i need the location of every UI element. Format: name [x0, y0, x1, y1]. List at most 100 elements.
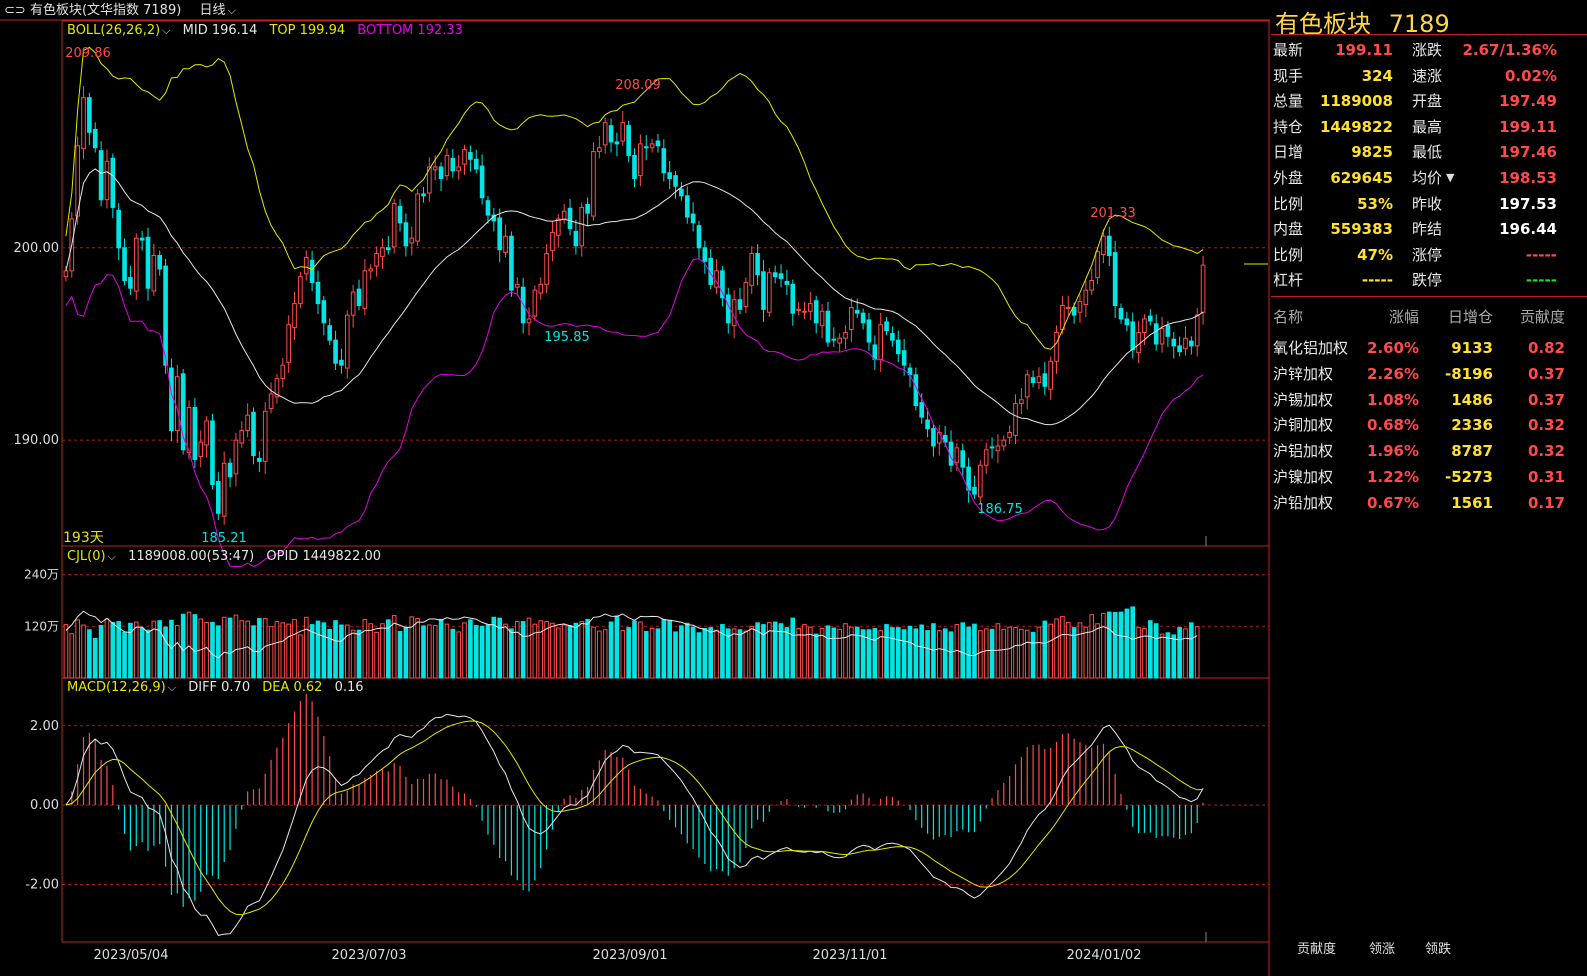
candle-body	[280, 364, 286, 380]
component-oi-change: 9133	[1451, 339, 1493, 357]
candle-body	[268, 393, 274, 409]
candle-body	[620, 122, 626, 142]
volume-bar	[796, 627, 801, 679]
component-row[interactable]: 沪镍加权 1.22% -5273 0.31	[1271, 465, 1587, 489]
volume-bar	[1071, 627, 1077, 679]
candle-body	[784, 280, 790, 285]
volume-bar	[808, 626, 813, 679]
candle-body	[802, 310, 807, 313]
quote-value: 53%	[1357, 194, 1393, 213]
component-row[interactable]: 氧化铝加权 2.60% 9133 0.82	[1271, 336, 1587, 360]
period-selector[interactable]: 日线 ⌵	[199, 3, 236, 18]
chevron-down-icon[interactable]: ⌵	[162, 24, 171, 37]
volume-bar	[450, 628, 456, 679]
component-row[interactable]: 沪铜加权 0.68% 2336 0.32	[1271, 413, 1587, 437]
chevron-down-icon[interactable]: ⌵	[107, 550, 116, 563]
candle-body	[163, 265, 168, 366]
candle-body	[257, 457, 262, 462]
candle-body	[1130, 321, 1136, 351]
volume-bar	[1101, 612, 1106, 679]
candle-body	[936, 431, 942, 444]
chevron-down-icon[interactable]: ⌵	[167, 681, 177, 694]
quote-label: 速涨	[1412, 66, 1443, 85]
extreme-annotation: 185.21	[201, 531, 247, 546]
candle-body	[661, 148, 667, 174]
quote-value: 197.46	[1499, 143, 1557, 162]
candle-body	[221, 462, 227, 517]
volume-bar	[1194, 626, 1200, 679]
volume-bar	[702, 627, 708, 679]
volume-bar	[462, 622, 467, 679]
volume-bar	[292, 618, 297, 679]
quote-row: 总量 1189008 开盘 197.49	[1271, 89, 1587, 113]
quote-label: 日增	[1273, 143, 1304, 162]
volume-bar	[509, 628, 514, 679]
component-name: 沪镍加权	[1273, 468, 1334, 486]
volume-bar	[632, 620, 637, 679]
volume-bar	[298, 634, 303, 679]
candle-body	[485, 200, 491, 216]
candle-body	[333, 339, 338, 364]
volume-bar	[145, 629, 151, 679]
candle-body	[239, 430, 245, 444]
tab-contribution[interactable]: 贡献度	[1297, 942, 1337, 957]
candle-body	[614, 141, 620, 145]
candle-body	[468, 152, 473, 160]
date-tick-label: 2023/07/03	[332, 948, 407, 963]
candle-body	[983, 449, 989, 466]
link-icon[interactable]: ⊂⊃	[4, 3, 26, 18]
components-column-header[interactable]: 日增仓	[1447, 308, 1493, 326]
volume-bar	[174, 624, 180, 679]
components-column-header[interactable]: 名称	[1273, 308, 1304, 326]
chevron-down-icon: ⌵	[227, 4, 236, 17]
volume-bar	[579, 621, 585, 679]
candle-body	[854, 309, 860, 314]
volume-bar	[362, 618, 368, 679]
candle-body	[344, 314, 350, 369]
volume-bar	[978, 630, 983, 679]
quote-label: 外盘	[1273, 169, 1304, 187]
volume-bar	[849, 626, 854, 679]
candle-body	[720, 270, 725, 299]
quote-row: 现手 324 速涨 0.02%	[1271, 64, 1587, 88]
candle-body	[139, 237, 145, 241]
component-row[interactable]: 沪锌加权 2.26% -8196 0.37	[1271, 362, 1587, 386]
volume-bar	[931, 623, 936, 679]
boll-label[interactable]: BOLL(26,26,2)	[67, 23, 161, 38]
volume-bar	[561, 624, 567, 679]
macd-label[interactable]: MACD(12,26,9)	[67, 680, 166, 695]
component-change: 2.60%	[1366, 339, 1419, 357]
volume-bar	[315, 620, 321, 679]
volume-bar	[983, 628, 989, 679]
candle-body	[116, 209, 122, 249]
volume-bar	[526, 617, 532, 679]
boll-mid-line	[65, 168, 1204, 426]
components-column-header[interactable]: 涨幅	[1388, 308, 1419, 326]
candle-body	[737, 299, 743, 310]
quote-value: 197.53	[1499, 194, 1557, 213]
tab-leading-down[interactable]: 领跌	[1425, 942, 1452, 957]
volume-bar	[614, 615, 620, 679]
quote-label: 最高	[1412, 117, 1443, 136]
candle-body	[1183, 337, 1188, 350]
volume-bar	[333, 620, 338, 679]
component-row[interactable]: 沪铝加权 1.96% 8787 0.32	[1271, 439, 1587, 463]
extreme-annotation: 201.33	[1090, 206, 1136, 221]
candle-body	[1189, 340, 1194, 347]
component-row[interactable]: 沪铅加权 0.67% 1561 0.17	[1271, 491, 1587, 515]
component-oi-change: -5273	[1445, 468, 1493, 486]
volume-bar	[1024, 629, 1030, 679]
candle-body	[432, 166, 438, 171]
volume-bar	[151, 620, 157, 679]
components-column-header[interactable]: 贡献度	[1519, 308, 1565, 326]
caret-down-icon[interactable]: ▼	[1446, 171, 1455, 184]
component-row[interactable]: 沪锡加权 1.08% 1486 0.37	[1271, 388, 1587, 412]
volume-bar	[1124, 608, 1130, 679]
volume-bar	[485, 624, 491, 679]
volume-bar	[936, 630, 942, 679]
cjl-label[interactable]: CJL(0)	[67, 549, 106, 564]
quote-label: 最新	[1273, 41, 1304, 59]
candle-body	[415, 193, 420, 242]
open-interest-line	[65, 610, 1198, 659]
tab-leading-up[interactable]: 领涨	[1369, 942, 1396, 957]
